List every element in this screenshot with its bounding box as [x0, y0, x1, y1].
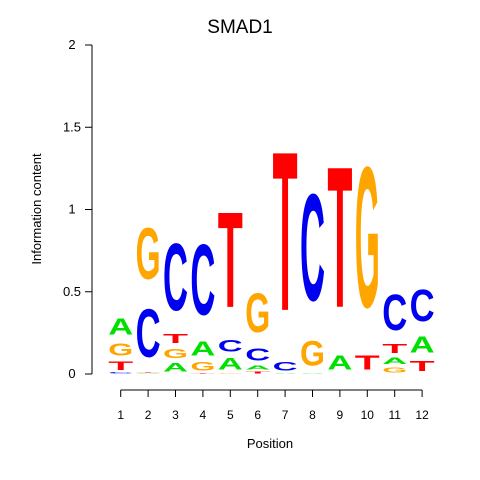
x-tick-label: 8	[309, 408, 316, 422]
x-tick-label: 7	[282, 408, 289, 422]
logo-letter-A: A	[108, 314, 133, 340]
y-axis: 0 0.5 1 1.5 2	[63, 37, 93, 381]
stack-position-8: AGC	[300, 164, 325, 374]
letter-stacks: CTGAATCGAGTCTGACGACTTACGACTAGCATTGGATCTA…	[108, 104, 435, 375]
stack-position-12: TAC	[410, 280, 435, 375]
logo-letter-G: G	[136, 214, 161, 296]
logo-letter-A: A	[218, 355, 243, 373]
y-tick-label: 1.5	[63, 119, 81, 134]
logo-letter-G: G	[245, 282, 270, 345]
x-axis-label: Position	[247, 436, 293, 451]
x-tick-label: 6	[254, 408, 261, 422]
logo-letter-G: G	[300, 334, 325, 374]
logo-letter-C: C	[218, 337, 243, 355]
logo-letter-T: T	[218, 185, 243, 337]
logo-letter-G: G	[382, 366, 407, 374]
logo-letter-C: C	[108, 372, 133, 374]
x-tick-label: 5	[227, 408, 234, 422]
logo-letter-T: T	[382, 341, 408, 356]
logo-letter-C: C	[190, 224, 215, 338]
logo-letter-C: C	[136, 295, 161, 372]
logo-letter-T: T	[273, 104, 298, 359]
stack-position-7: ACT	[273, 104, 298, 374]
y-tick-label: 0	[68, 366, 75, 381]
logo-letter-A: A	[382, 356, 407, 366]
logo-letter-T: T	[190, 373, 215, 374]
logo-letter-C: C	[382, 284, 407, 341]
logo-letter-A: A	[273, 373, 298, 374]
stack-position-10: TG	[355, 125, 380, 374]
logo-letter-A: A	[245, 364, 270, 370]
x-tick-label: 4	[200, 408, 207, 422]
x-tick-label: 11	[388, 408, 401, 422]
x-tick-label: 1	[117, 408, 124, 422]
logo-letter-C: C	[410, 280, 435, 332]
logo-letter-G: G	[190, 360, 215, 373]
y-tick-label: 2	[68, 37, 75, 52]
y-tick-label: 0.5	[63, 284, 81, 299]
logo-letter-C: C	[163, 225, 188, 331]
logo-letter-T: T	[108, 360, 134, 373]
logo-letter-A: A	[300, 373, 325, 374]
x-tick-label: 2	[145, 408, 152, 422]
x-tick-label: 12	[415, 408, 429, 422]
logo-letter-T: T	[245, 371, 270, 374]
x-tick-label: 10	[361, 408, 375, 422]
stack-position-9: AT	[327, 125, 352, 374]
x-tick-label: 3	[172, 408, 179, 422]
logo-letter-C: C	[245, 344, 270, 364]
logo-letter-A: A	[163, 361, 188, 374]
logo-letter-A: A	[190, 337, 215, 360]
logo-letter-G: G	[108, 340, 133, 359]
logo-letter-T: T	[327, 125, 352, 350]
chart-title: SMAD1	[207, 17, 272, 38]
logo-letter-T: T	[136, 372, 161, 373]
logo-letter-C: C	[273, 361, 298, 374]
x-tick-label: 9	[337, 408, 344, 422]
logo-letter-C: C	[300, 164, 325, 334]
x-axis: 1 2 3 4 5 6 7 8 9 10 11 12	[117, 389, 429, 422]
logo-letter-T: T	[163, 331, 189, 346]
logo-letter-A: A	[136, 373, 161, 374]
logo-letter-G: G	[218, 373, 243, 374]
logo-letter-G: G	[163, 347, 188, 362]
y-tick-label: 1	[68, 202, 75, 217]
logo-letter-A: A	[327, 351, 352, 374]
y-axis-label: Information content	[29, 153, 44, 265]
logo-letter-T: T	[355, 351, 380, 374]
logo-letter-T: T	[410, 357, 435, 374]
logo-letter-A: A	[410, 332, 435, 358]
logo-letter-G: G	[355, 125, 380, 350]
